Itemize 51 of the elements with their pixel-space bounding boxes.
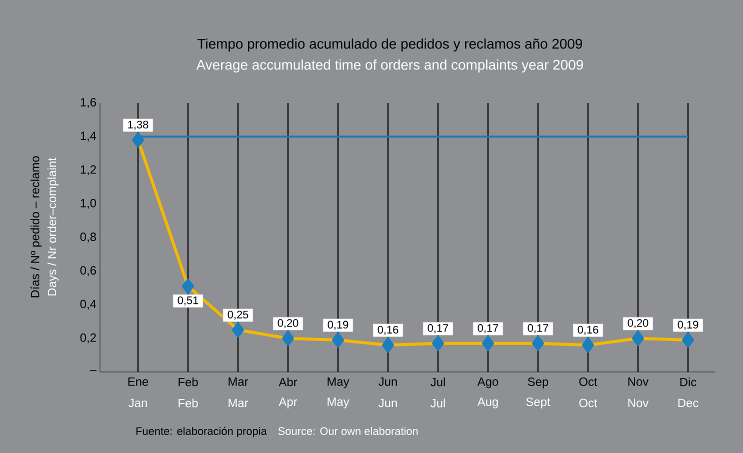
text: Jan (128, 398, 147, 408)
source-note: Source: Our own elaboration (278, 426, 418, 435)
x-tick-label: Mar (228, 378, 248, 386)
data-label: 0,17 (528, 324, 548, 334)
chart-subtitle: Average accumulated time of orders and complaints year 2009 (196, 59, 583, 72)
data-label: 0,20 (278, 319, 298, 328)
data-label: 0,20 (628, 319, 648, 328)
text: Jul (430, 398, 445, 408)
y2-axis-title: Days / Nr order–complaint (47, 158, 59, 296)
x-tick-label: Dic (680, 378, 696, 386)
x-tick-label: Ene (128, 378, 148, 386)
y-tick-label: – (90, 370, 96, 372)
text: Oct (579, 398, 598, 408)
x-tick-label: Oct (579, 378, 598, 386)
text: Aug (477, 398, 498, 408)
x-tick-label: Jun (378, 378, 397, 386)
data-label: 0,19 (328, 320, 348, 330)
data-label: 0,17 (428, 324, 448, 334)
x-tick-label: Nov (628, 378, 649, 386)
x-tick-label: Sep (528, 378, 548, 388)
data-label: 0,16 (578, 326, 598, 335)
x-tick-label: Ago (477, 378, 498, 388)
text: Nov (628, 398, 649, 408)
x-tick-label: Feb (178, 378, 198, 386)
y-tick-label: 0,4 (80, 300, 96, 310)
data-label: 0,17 (478, 324, 498, 334)
x-tick-label: Jul (430, 378, 445, 386)
data-label: 0,51 (178, 296, 198, 306)
y-tick-label: 0,6 (80, 266, 96, 276)
y-tick-label: 1,2 (80, 165, 96, 176)
chart-title: Tiempo promedio acumulado de pedidos y reclamos año 2009 (198, 38, 582, 52)
text: Sept (526, 398, 550, 408)
x-tick-label: Abr (278, 378, 298, 386)
y-tick-label: 1,6 (80, 98, 96, 108)
text: Mar (228, 398, 248, 408)
text: Apr (278, 398, 298, 408)
y-axis-title: Días / Nº pedido – reclamo (30, 156, 42, 298)
y-tick-label: 0,2 (80, 333, 96, 344)
data-label: 1,38 (128, 120, 148, 130)
y-tick-label: 0,8 (80, 232, 96, 242)
text: May (328, 398, 350, 408)
y-tick-label: 1,0 (80, 198, 96, 209)
text: Dec (678, 398, 698, 408)
y-tick-label: 1,4 (80, 132, 96, 142)
text: Feb (178, 398, 198, 408)
source-note: Fuente: elaboración propia (136, 426, 267, 438)
text: Jun (378, 398, 397, 408)
data-label: 0,16 (378, 326, 398, 335)
data-label: 0,25 (228, 310, 248, 320)
data-label: 0,19 (678, 320, 698, 330)
x-tick-label: May (328, 378, 350, 388)
